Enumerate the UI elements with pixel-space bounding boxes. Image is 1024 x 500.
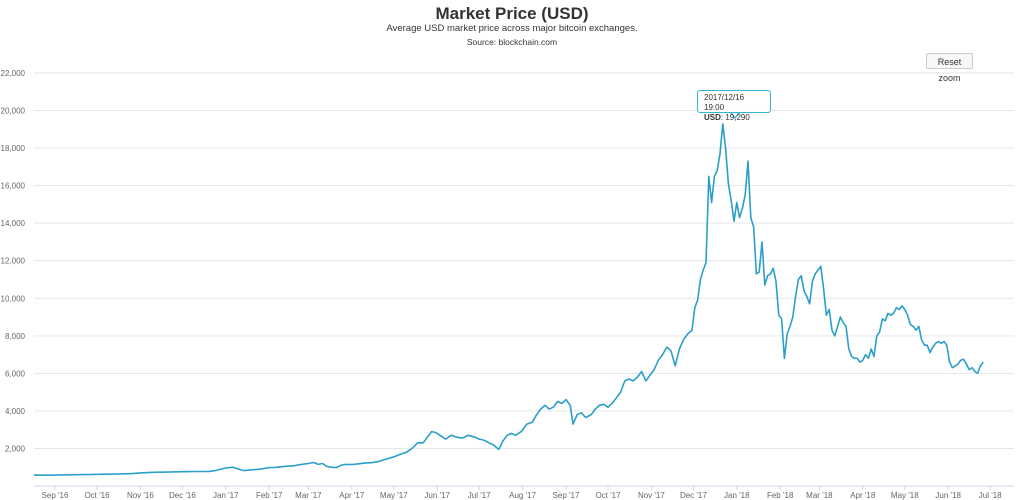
- tooltip-series-label: USD: [704, 113, 721, 122]
- x-tick-label: Apr '17: [339, 491, 365, 500]
- y-tick-label: 20,000: [1, 107, 26, 116]
- y-tick-label: 4,000: [5, 407, 26, 416]
- x-tick-label: Mar '17: [295, 491, 322, 500]
- series-line-usd: [33, 123, 984, 476]
- x-tick-label: Dec '17: [680, 491, 707, 500]
- x-tick-label: Oct '16: [84, 491, 110, 500]
- x-tick-label: Jan '18: [724, 491, 750, 500]
- chart-subtitle: Average USD market price across major bi…: [386, 23, 638, 34]
- y-tick-label: 16,000: [1, 182, 26, 191]
- tooltip-value-row: USD: 19,290: [704, 113, 764, 123]
- x-tick-label: Jun '18: [935, 491, 961, 500]
- x-tick-label: Aug '17: [509, 491, 536, 500]
- y-tick-label: 8,000: [5, 332, 26, 341]
- x-tick-label: Apr '18: [850, 491, 876, 500]
- x-tick-label: Dec '16: [169, 491, 196, 500]
- tooltip-date: 2017/12/16 19:00: [704, 93, 745, 112]
- x-tick-label: Sep '17: [553, 491, 580, 500]
- x-tick-label: May '18: [891, 491, 919, 500]
- x-tick-label: Jun '17: [424, 491, 450, 500]
- tooltip-colon: :: [720, 113, 726, 122]
- x-tick-label: Nov '16: [127, 491, 154, 500]
- x-tick-label: Mar '18: [806, 491, 833, 500]
- x-tick-label: Jan '17: [213, 491, 239, 500]
- y-tick-label: 22,000: [1, 69, 26, 78]
- x-tick-label: Jul '17: [468, 491, 491, 500]
- x-tick-label: Feb '17: [256, 491, 283, 500]
- y-tick-label: 10,000: [1, 294, 26, 303]
- x-tick-label: Nov '17: [638, 491, 665, 500]
- x-tick-label: Sep '16: [42, 491, 69, 500]
- tooltip-value: 19,290: [725, 113, 750, 122]
- y-tick-label: 6,000: [5, 369, 26, 378]
- chart-title: Market Price (USD): [435, 4, 589, 23]
- tooltip-arrow-inner: [731, 112, 739, 117]
- x-tick-label: May '17: [380, 491, 408, 500]
- reset-zoom-button[interactable]: Reset zoom: [926, 53, 973, 83]
- x-tick-label: Feb '18: [767, 491, 794, 500]
- y-tick-label: 12,000: [1, 257, 26, 266]
- tooltip: 2017/12/16 19:00 USD: 19,290: [697, 90, 771, 122]
- y-tick-label: 18,000: [1, 144, 26, 153]
- x-tick-label: Oct '17: [595, 491, 621, 500]
- x-tick-label: Jul '18: [979, 491, 1002, 500]
- y-tick-label: 2,000: [5, 444, 26, 453]
- y-tick-label: 14,000: [1, 219, 26, 228]
- chart-source: Source: blockchain.com: [466, 37, 558, 47]
